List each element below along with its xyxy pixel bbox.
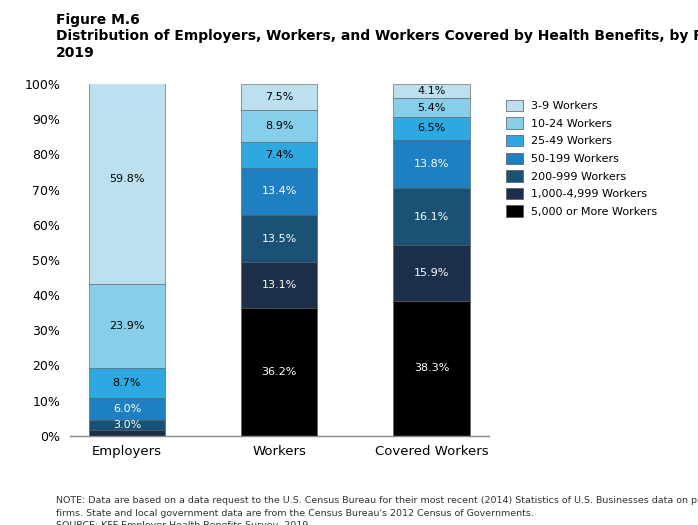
Bar (394, 140, 470, 188)
Text: 6.5%: 6.5% (417, 123, 445, 133)
Text: 3.0%: 3.0% (113, 420, 141, 430)
Bar (89, 368, 165, 398)
Text: 13.1%: 13.1% (262, 280, 297, 290)
Bar (241, 262, 318, 308)
Text: 13.4%: 13.4% (262, 186, 297, 196)
Text: 59.8%: 59.8% (109, 174, 144, 184)
Text: 8.9%: 8.9% (265, 121, 293, 131)
Bar (89, 74, 165, 284)
Bar (241, 84, 318, 110)
Text: 36.2%: 36.2% (262, 367, 297, 377)
Bar (241, 308, 318, 436)
Bar (89, 419, 165, 430)
Text: Figure M.6: Figure M.6 (56, 13, 140, 27)
Bar (89, 284, 165, 368)
Bar (241, 110, 318, 142)
Text: 13.8%: 13.8% (414, 159, 450, 169)
Text: 16.1%: 16.1% (414, 212, 449, 222)
Text: 6.0%: 6.0% (113, 404, 141, 414)
Text: 23.9%: 23.9% (109, 321, 144, 331)
Text: 38.3%: 38.3% (414, 363, 450, 373)
Text: 7.5%: 7.5% (265, 92, 293, 102)
Bar (241, 215, 318, 262)
Bar (394, 301, 470, 436)
Bar (394, 83, 470, 98)
Bar (89, 430, 165, 436)
Text: 7.4%: 7.4% (265, 150, 293, 160)
Bar (394, 98, 470, 117)
Text: 4.1%: 4.1% (417, 86, 446, 96)
Bar (394, 117, 470, 140)
Text: 5.4%: 5.4% (417, 102, 446, 112)
Text: 2019: 2019 (56, 46, 95, 60)
Legend: 3-9 Workers, 10-24 Workers, 25-49 Workers, 50-199 Workers, 200-999 Workers, 1,00: 3-9 Workers, 10-24 Workers, 25-49 Worker… (503, 97, 661, 220)
Bar (394, 245, 470, 301)
Bar (394, 188, 470, 245)
Text: NOTE: Data are based on a data request to the U.S. Census Bureau for their most : NOTE: Data are based on a data request t… (56, 496, 698, 525)
Bar (241, 142, 318, 167)
Text: 13.5%: 13.5% (262, 234, 297, 244)
Bar (89, 398, 165, 419)
Text: Distribution of Employers, Workers, and Workers Covered by Health Benefits, by F: Distribution of Employers, Workers, and … (56, 29, 698, 43)
Text: 8.7%: 8.7% (112, 378, 141, 388)
Bar (241, 167, 318, 215)
Text: 15.9%: 15.9% (414, 268, 450, 278)
